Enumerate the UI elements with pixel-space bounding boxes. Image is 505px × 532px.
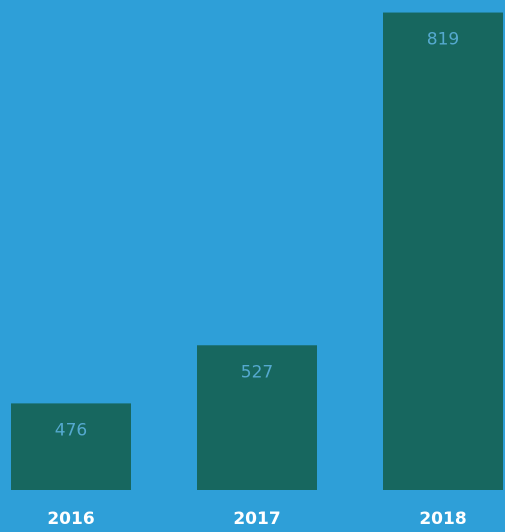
x-tick-label: 2016 bbox=[47, 509, 94, 529]
x-tick-label: 2018 bbox=[419, 509, 466, 529]
value-label: 476 bbox=[55, 420, 87, 440]
bar bbox=[383, 12, 503, 491]
x-tick-label: 2017 bbox=[233, 509, 280, 529]
bar bbox=[197, 345, 317, 490]
value-label: 527 bbox=[241, 362, 273, 382]
bar bbox=[11, 403, 131, 490]
value-label: 819 bbox=[427, 30, 459, 50]
